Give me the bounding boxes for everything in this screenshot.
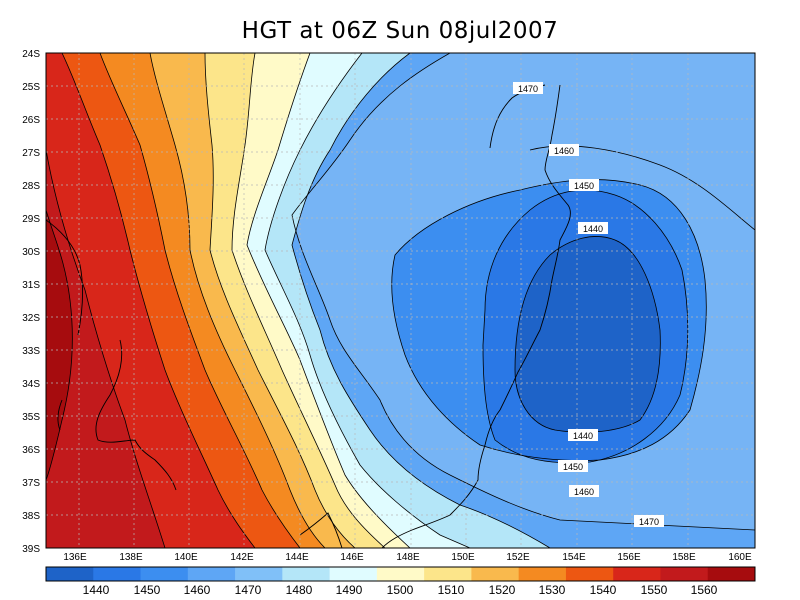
contour-lines — [46, 53, 755, 548]
lon-label: 142E — [230, 552, 254, 563]
filled-contours — [46, 53, 755, 548]
colorbar-labels: 1440 1450 1460 1470 1480 1490 1500 1510 … — [83, 583, 718, 597]
colorbar-label: 1470 — [235, 583, 262, 597]
lon-label: 156E — [617, 552, 641, 563]
colorbar-label: 1510 — [438, 583, 465, 597]
contour-label: 1450 — [569, 179, 599, 191]
colorbar-swatch — [424, 567, 472, 581]
latitude-axis: 24S 25S 26S 27S 28S 29S 30S 31S 32S 33S … — [22, 49, 40, 555]
lat-label: 27S — [22, 148, 40, 159]
contour-label: 1470 — [634, 515, 664, 527]
colorbar-label: 1560 — [691, 583, 718, 597]
colorbar-label: 1440 — [83, 583, 110, 597]
colorbar-label: 1520 — [489, 583, 516, 597]
lat-label: 29S — [22, 214, 40, 225]
colorbar-swatch — [376, 567, 425, 581]
colorbar-swatch — [140, 567, 189, 581]
colorbar-frame — [45, 566, 756, 582]
grid — [46, 53, 755, 548]
colorbar — [45, 566, 756, 582]
map-title: HGT at 06Z Sun 08jul2007 — [241, 18, 559, 44]
colorbar-swatch — [329, 567, 378, 581]
lon-label: 150E — [451, 552, 475, 563]
colorbar-swatch — [518, 567, 567, 581]
lat-label: 37S — [22, 478, 40, 489]
contour-label-text: 1470 — [518, 84, 538, 94]
colorbar-swatch — [46, 567, 94, 581]
lat-label: 34S — [22, 379, 40, 390]
colorbar-swatch — [471, 567, 520, 581]
colorbar-swatch — [93, 567, 142, 581]
lat-label: 36S — [22, 445, 40, 456]
plot-frame — [45, 52, 756, 549]
lon-label: 158E — [672, 552, 696, 563]
contour-label-text: 1460 — [574, 487, 594, 497]
contour-label-text: 1470 — [639, 517, 659, 527]
lat-label: 32S — [22, 313, 40, 324]
colorbar-label: 1450 — [134, 583, 161, 597]
lat-label: 30S — [22, 247, 40, 258]
longitude-axis: 136E 138E 140E 142E 144E 146E 148E 150E … — [63, 552, 752, 563]
lon-label: 144E — [285, 552, 309, 563]
colorbar-label: 1540 — [590, 583, 617, 597]
colorbar-label: 1490 — [336, 583, 363, 597]
lat-label: 26S — [22, 115, 40, 126]
contour-label: 1470 — [513, 82, 543, 94]
colorbar-swatch — [613, 567, 661, 581]
lat-label: 35S — [22, 412, 40, 423]
contour-label: 1450 — [558, 460, 588, 472]
contour-label: 1460 — [549, 144, 579, 156]
lat-label: 31S — [22, 280, 40, 291]
lat-label: 25S — [22, 82, 40, 93]
lon-label: 154E — [562, 552, 586, 563]
lon-label: 152E — [506, 552, 530, 563]
colorbar-label: 1480 — [286, 583, 313, 597]
lon-label: 146E — [340, 552, 364, 563]
colorbar-label: 1460 — [184, 583, 211, 597]
colorbar-swatch — [282, 567, 331, 581]
lat-label: 28S — [22, 181, 40, 192]
contour-label: 1440 — [568, 429, 598, 441]
contour-label-text: 1450 — [574, 181, 594, 191]
lon-label: 148E — [396, 552, 420, 563]
colorbar-swatch — [235, 567, 283, 581]
contour-label-text: 1440 — [573, 431, 593, 441]
colorbar-swatch — [187, 567, 236, 581]
contour-labels: 1470 1460 1450 1440 1440 1450 1460 1470 — [513, 82, 664, 527]
colorbar-label: 1550 — [641, 583, 668, 597]
contour-label-text: 1450 — [563, 462, 583, 472]
lat-label: 39S — [22, 544, 40, 555]
colorbar-label: 1530 — [539, 583, 566, 597]
contour-label: 1440 — [578, 222, 608, 234]
contour-label: 1460 — [569, 485, 599, 497]
lat-label: 38S — [22, 511, 40, 522]
colorbar-label: 1500 — [387, 583, 414, 597]
colorbar-swatch — [660, 567, 709, 581]
lon-label: 160E — [728, 552, 752, 563]
colorbar-swatch — [565, 567, 614, 581]
lat-label: 24S — [22, 49, 40, 60]
contour-label-text: 1460 — [554, 146, 574, 156]
lon-label: 138E — [119, 552, 143, 563]
lat-label: 33S — [22, 346, 40, 357]
colorbar-swatch — [707, 567, 756, 581]
contour-label-text: 1440 — [583, 224, 603, 234]
lon-label: 140E — [174, 552, 198, 563]
lon-label: 136E — [63, 552, 87, 563]
